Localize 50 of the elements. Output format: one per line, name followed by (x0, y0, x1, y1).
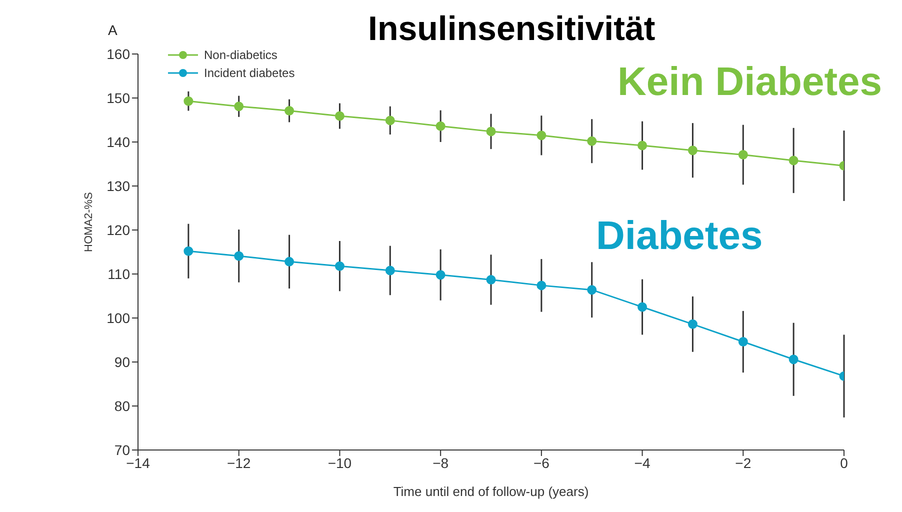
point (385, 116, 395, 126)
point (638, 140, 648, 150)
y-axis-title: HOMA2-%S (82, 192, 95, 252)
point (284, 256, 294, 266)
point (234, 102, 244, 112)
y-tick-label: 90 (114, 354, 130, 370)
chart-title: Insulinsensitivität (368, 10, 656, 49)
point (436, 270, 446, 280)
y-tick-label: 140 (106, 134, 130, 150)
x-tick-label: −8 (432, 454, 449, 471)
x-tick-label: 0 (840, 454, 848, 471)
point (486, 126, 496, 136)
x-tick-label: −4 (634, 454, 650, 471)
point (688, 319, 698, 329)
point (284, 106, 294, 116)
point (536, 130, 546, 140)
y-tick-label: 120 (106, 222, 130, 238)
point (184, 96, 194, 106)
point (436, 121, 446, 131)
point (334, 111, 344, 121)
x-tick-label: −2 (735, 454, 752, 471)
point (486, 274, 496, 284)
y-tick-label: 160 (106, 46, 130, 62)
legend-label: Incident diabetes (204, 66, 295, 80)
point (688, 146, 698, 156)
point (587, 136, 597, 146)
y-tick-label: 80 (114, 398, 130, 414)
y-tick-label: 110 (108, 266, 130, 282)
text: A (108, 22, 118, 38)
point (788, 354, 798, 364)
y-tick-label: 150 (106, 90, 130, 106)
y-tick-label: 100 (106, 310, 130, 326)
x-tick-label: −6 (533, 454, 550, 471)
y-tick-label: 130 (106, 178, 130, 194)
annotation: Kein Diabetes (617, 60, 882, 105)
point (788, 156, 798, 166)
point (334, 261, 344, 271)
point (385, 266, 395, 276)
point (536, 280, 546, 290)
x-axis-title: Time until end of follow-up (years) (393, 484, 589, 499)
point (738, 150, 748, 160)
point (234, 251, 244, 261)
legend-label: Non-diabetics (204, 48, 278, 62)
x-tick-label: −12 (226, 454, 251, 471)
point (738, 337, 748, 347)
point (587, 285, 597, 295)
annotation: Diabetes (596, 214, 763, 259)
point (184, 246, 194, 256)
x-tick-label: −10 (328, 454, 352, 471)
point (638, 302, 648, 312)
